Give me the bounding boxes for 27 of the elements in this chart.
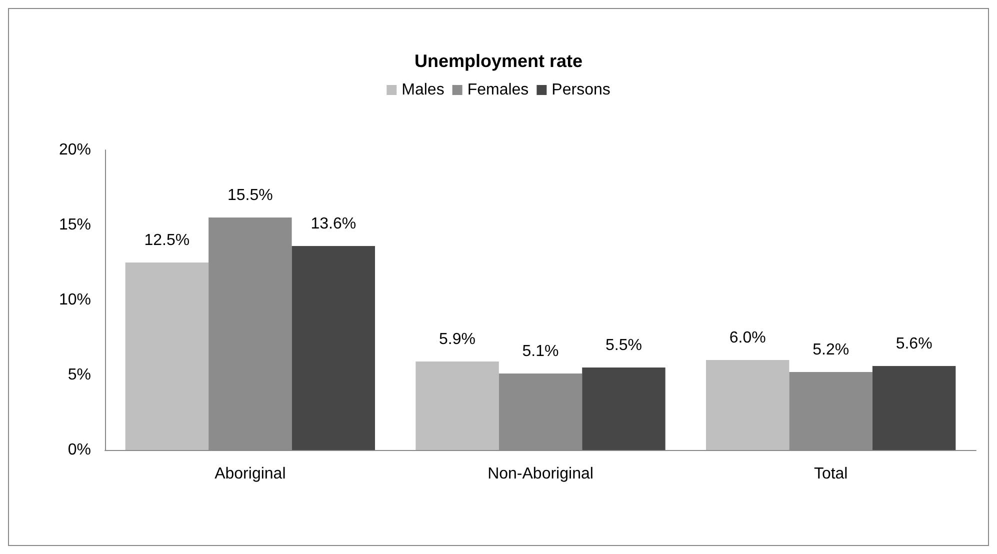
data-label: 13.6%	[310, 216, 356, 232]
y-tick-label: 0%	[68, 442, 91, 458]
data-label: 6.0%	[729, 330, 766, 346]
legend-label: Females	[467, 82, 529, 98]
bar	[416, 362, 499, 450]
bar	[706, 360, 790, 450]
x-tick-label: Total	[814, 466, 848, 482]
bar	[872, 366, 956, 450]
data-label: 12.5%	[144, 232, 190, 249]
data-label: 5.1%	[522, 343, 559, 360]
y-tick-label: 15%	[58, 216, 91, 234]
y-tick-label: 10%	[58, 292, 91, 308]
data-label: 5.5%	[605, 337, 642, 354]
chart-title: Unemployment rate	[414, 51, 583, 71]
legend-label: Males	[402, 82, 444, 98]
bar	[292, 246, 376, 450]
bar	[582, 368, 666, 450]
x-tick-label: Aboriginal	[214, 466, 286, 482]
data-label: 5.9%	[439, 331, 476, 348]
data-label: 15.5%	[227, 187, 273, 204]
data-label: 5.2%	[812, 342, 850, 358]
x-tick-label: Non-Aboriginal	[488, 466, 594, 482]
legend-label: Persons	[552, 82, 610, 98]
y-tick-label: 20%	[58, 142, 91, 158]
bar	[125, 262, 209, 450]
data-label: 5.6%	[896, 336, 932, 352]
y-tick-label: 5%	[68, 366, 91, 384]
